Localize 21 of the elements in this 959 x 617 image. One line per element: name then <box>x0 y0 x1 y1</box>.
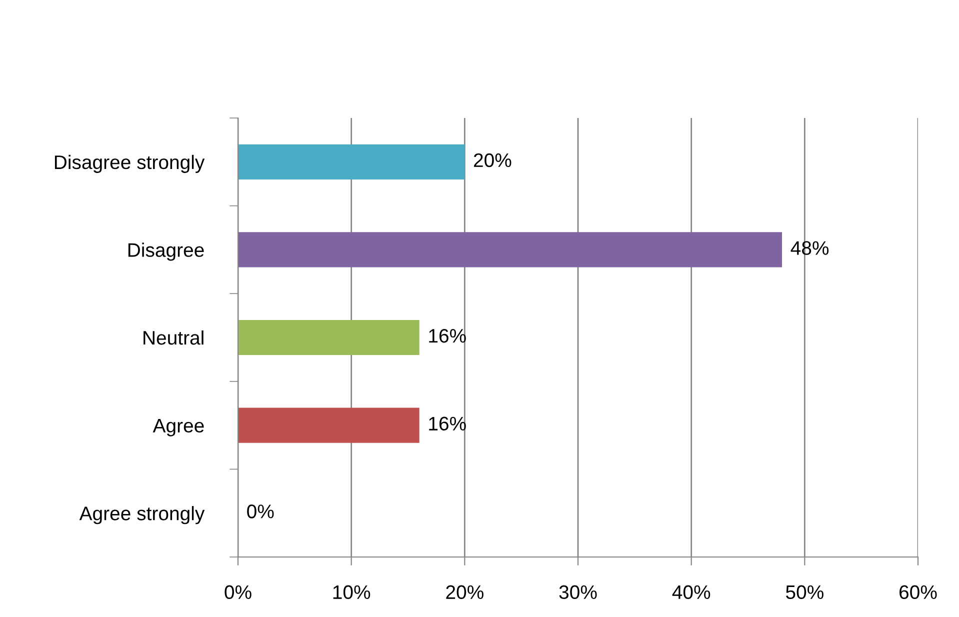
x-tick-label: 60% <box>900 585 937 600</box>
bar <box>238 232 782 268</box>
y-tick-label: Disagree strongly <box>54 154 205 173</box>
x-tick-label: 0% <box>224 585 252 600</box>
x-tick-label: 40% <box>672 585 710 600</box>
y-tick-label: Agree <box>152 418 204 436</box>
x-tick-label: 50% <box>786 585 824 600</box>
x-tick-label: 10% <box>333 585 370 600</box>
data-label: 0% <box>247 504 274 518</box>
data-label: 20% <box>474 153 512 168</box>
bar <box>238 320 420 356</box>
bar <box>238 144 465 180</box>
data-label: 48% <box>790 241 829 255</box>
data-label: 16% <box>429 416 466 431</box>
y-tick-label: Disagree <box>128 242 204 261</box>
data-label: 16% <box>429 328 466 343</box>
x-tick-label: 30% <box>559 585 597 600</box>
y-tick-label: Agree strongly <box>79 506 205 524</box>
bar <box>238 408 420 443</box>
x-tick-label: 20% <box>446 585 484 600</box>
y-tick-label: Neutral <box>144 330 204 345</box>
